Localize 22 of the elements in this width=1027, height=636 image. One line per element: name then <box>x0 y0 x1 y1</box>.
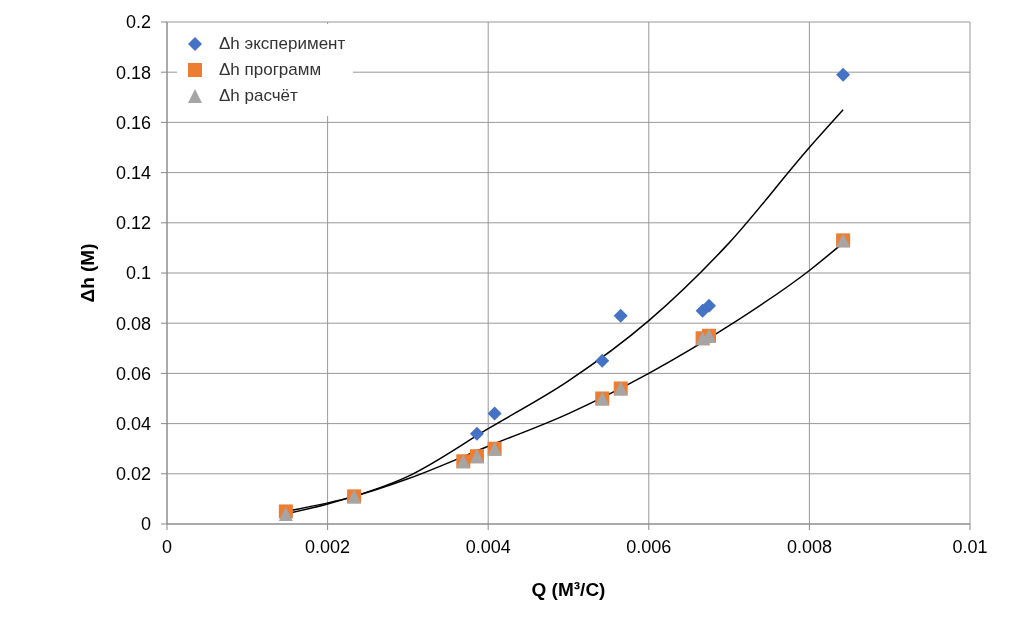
y-tick-label: 0.14 <box>115 162 151 183</box>
y-tick-label: 0.1 <box>125 263 151 284</box>
y-tick-label: 0.2 <box>125 12 151 33</box>
y-tick-label: 0.16 <box>115 112 151 133</box>
y-tick-label: 0.04 <box>115 413 151 434</box>
x-tick-label: 0.008 <box>786 536 832 557</box>
x-tick-label: 0 <box>161 536 173 557</box>
y-tick-label: 0.08 <box>115 313 151 334</box>
y-tick-label: 0.02 <box>115 464 151 485</box>
legend-label: Δh расчёт <box>219 86 298 106</box>
y-tick-label: 0 <box>140 514 151 535</box>
y-axis-title: Δh (M) <box>76 243 98 303</box>
y-tick-label: 0.12 <box>115 213 151 234</box>
x-tick-label: 0.006 <box>626 536 672 557</box>
x-tick-label: 0.002 <box>305 536 351 557</box>
y-tick-label: 0.18 <box>115 62 151 83</box>
y-tick-label: 0.06 <box>115 363 151 384</box>
legend-label: Δh программ <box>219 60 322 80</box>
legend-label: Δh эксперимент <box>219 34 346 54</box>
x-tick-label: 0.004 <box>465 536 511 557</box>
x-axis-title: Q (M³/C) <box>531 579 606 600</box>
x-tick-label: 0.01 <box>952 536 988 557</box>
